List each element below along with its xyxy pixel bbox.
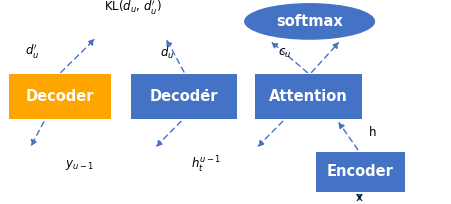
Text: Decoder: Decoder bbox=[26, 89, 94, 104]
Ellipse shape bbox=[244, 3, 374, 40]
Text: $y_{u-1}$: $y_{u-1}$ bbox=[64, 158, 93, 172]
Text: $d_u'$: $d_u'$ bbox=[25, 42, 39, 60]
Text: Encoder: Encoder bbox=[327, 164, 393, 179]
Text: $d_u$: $d_u$ bbox=[160, 45, 175, 61]
FancyBboxPatch shape bbox=[9, 74, 110, 119]
Text: Attention: Attention bbox=[268, 89, 347, 104]
Text: Decodėr: Decodėr bbox=[150, 89, 218, 104]
Text: softmax: softmax bbox=[276, 14, 342, 29]
Text: h: h bbox=[368, 126, 375, 139]
FancyBboxPatch shape bbox=[316, 152, 404, 192]
Text: $c_u$: $c_u$ bbox=[277, 47, 290, 60]
Text: x: x bbox=[355, 191, 362, 204]
FancyBboxPatch shape bbox=[131, 74, 237, 119]
Text: KL($d_u$, $d_u'$): KL($d_u$, $d_u'$) bbox=[104, 0, 162, 16]
FancyBboxPatch shape bbox=[255, 74, 361, 119]
Text: $h_t^{u-1}$: $h_t^{u-1}$ bbox=[190, 155, 220, 175]
